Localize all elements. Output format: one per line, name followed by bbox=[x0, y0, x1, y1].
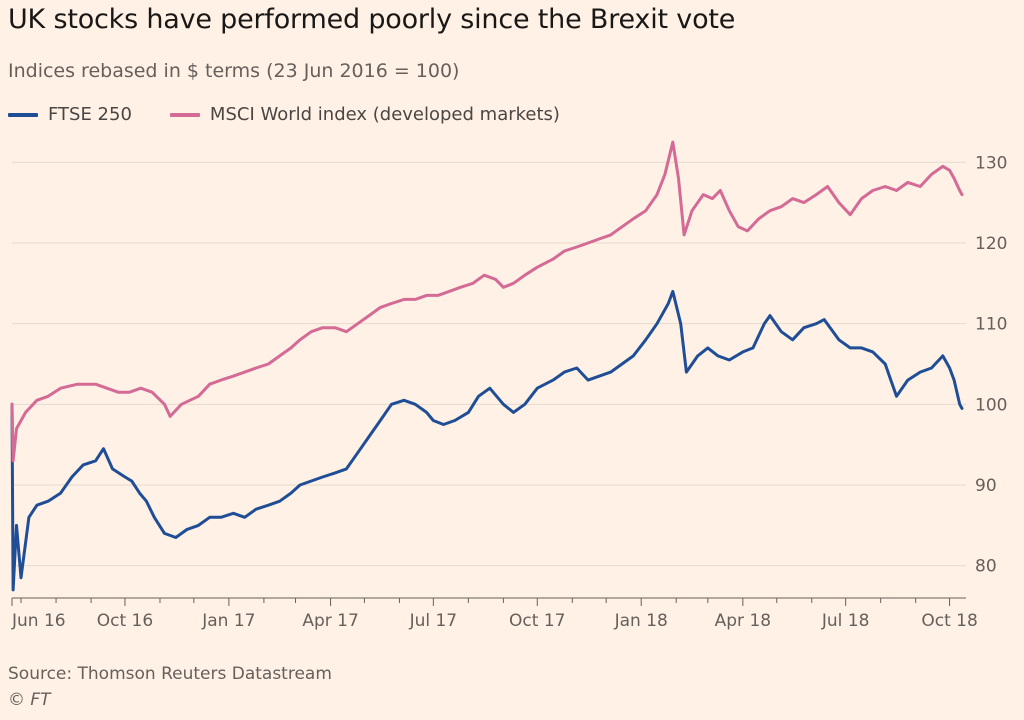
x-tick-label-jun-16: Jun 16 bbox=[11, 611, 66, 631]
legend-label-ftse250: FTSE 250 bbox=[48, 104, 132, 125]
copyright-note: © FT bbox=[8, 690, 51, 710]
series-line-ftse-250 bbox=[10, 289, 964, 592]
legend-swatch-msci-world bbox=[169, 112, 200, 117]
legend-label-msci-world: MSCI World index (developed markets) bbox=[209, 104, 560, 125]
y-tick-label-120: 120 bbox=[975, 234, 1007, 254]
x-tick-label-oct-16: Oct 16 bbox=[97, 611, 153, 631]
x-tick-label-oct-17: Oct 17 bbox=[509, 611, 565, 631]
legend-swatch-ftse250 bbox=[8, 112, 38, 117]
x-tick-label-apr-17: Apr 17 bbox=[302, 611, 358, 631]
source-note: Source: Thomson Reuters Datastream bbox=[8, 664, 332, 684]
x-tick-label-jul-17: Jul 17 bbox=[409, 611, 458, 631]
chart-title: UK stocks have performed poorly since th… bbox=[8, 4, 736, 35]
chart-subtitle: Indices rebased in $ terms (23 Jun 2016 … bbox=[8, 60, 460, 82]
x-tick-label-apr-18: Apr 18 bbox=[715, 611, 771, 631]
y-tick-label-130: 130 bbox=[975, 153, 1007, 173]
line-chart: 80 90 100 110 120 130 Jun 16 Oct 16 Jan 17 Apr 17… bbox=[10, 140, 1007, 631]
series-line-msci-world-index-developed-markets bbox=[10, 140, 964, 463]
x-tick-label-jul-18: Jul 18 bbox=[821, 611, 870, 631]
legend-item-ftse250: FTSE 250 bbox=[8, 104, 132, 125]
y-tick-label-100: 100 bbox=[975, 395, 1007, 415]
chart-legend: FTSE 250 MSCI World index (developed mar… bbox=[8, 104, 598, 125]
y-tick-label-80: 80 bbox=[975, 557, 997, 577]
x-tick-label-jan-17: Jan 17 bbox=[201, 611, 255, 631]
legend-item-msci-world: MSCI World index (developed markets) bbox=[169, 104, 560, 125]
x-tick-label-oct-18: Oct 18 bbox=[921, 611, 977, 631]
y-tick-label-90: 90 bbox=[975, 476, 997, 496]
y-tick-label-110: 110 bbox=[975, 315, 1007, 335]
x-tick-label-jan-18: Jan 18 bbox=[614, 611, 668, 631]
